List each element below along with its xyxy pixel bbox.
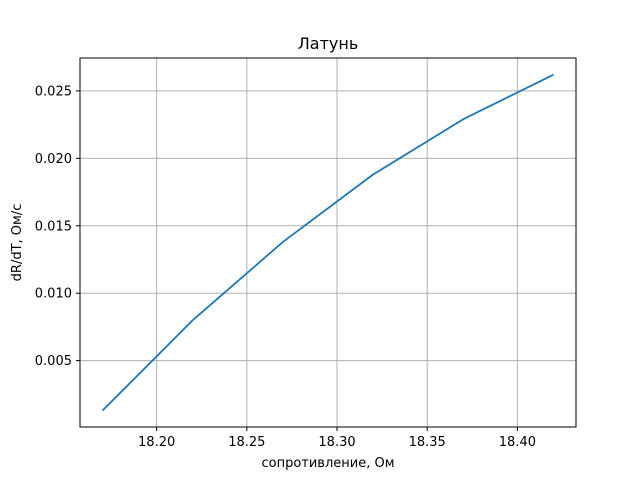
x-tick-label: 18.20 bbox=[138, 435, 175, 450]
chart-title: Латунь bbox=[298, 34, 359, 53]
y-tick-label: 0.025 bbox=[35, 84, 72, 99]
y-tick-label: 0.020 bbox=[35, 152, 72, 167]
x-tick-label: 18.30 bbox=[318, 435, 355, 450]
x-tick-label: 18.25 bbox=[228, 435, 265, 450]
y-tick-label: 0.015 bbox=[35, 219, 72, 234]
x-tick-label: 18.35 bbox=[409, 435, 446, 450]
grid bbox=[80, 58, 576, 427]
series-line bbox=[101, 73, 554, 412]
x-axis-label: сопротивление, Ом bbox=[261, 456, 394, 471]
series-layer bbox=[101, 73, 554, 412]
plot-area-frame bbox=[79, 57, 577, 428]
y-tick-label: 0.005 bbox=[35, 354, 72, 369]
ticks: 18.20 18.25 18.30 18.35 18.40 0.005 0.010 0.015… bbox=[35, 84, 536, 450]
y-axis-label: dR/dT, Ом/с bbox=[10, 204, 25, 282]
y-tick-label: 0.010 bbox=[35, 287, 72, 302]
x-tick-label: 18.40 bbox=[499, 435, 536, 450]
